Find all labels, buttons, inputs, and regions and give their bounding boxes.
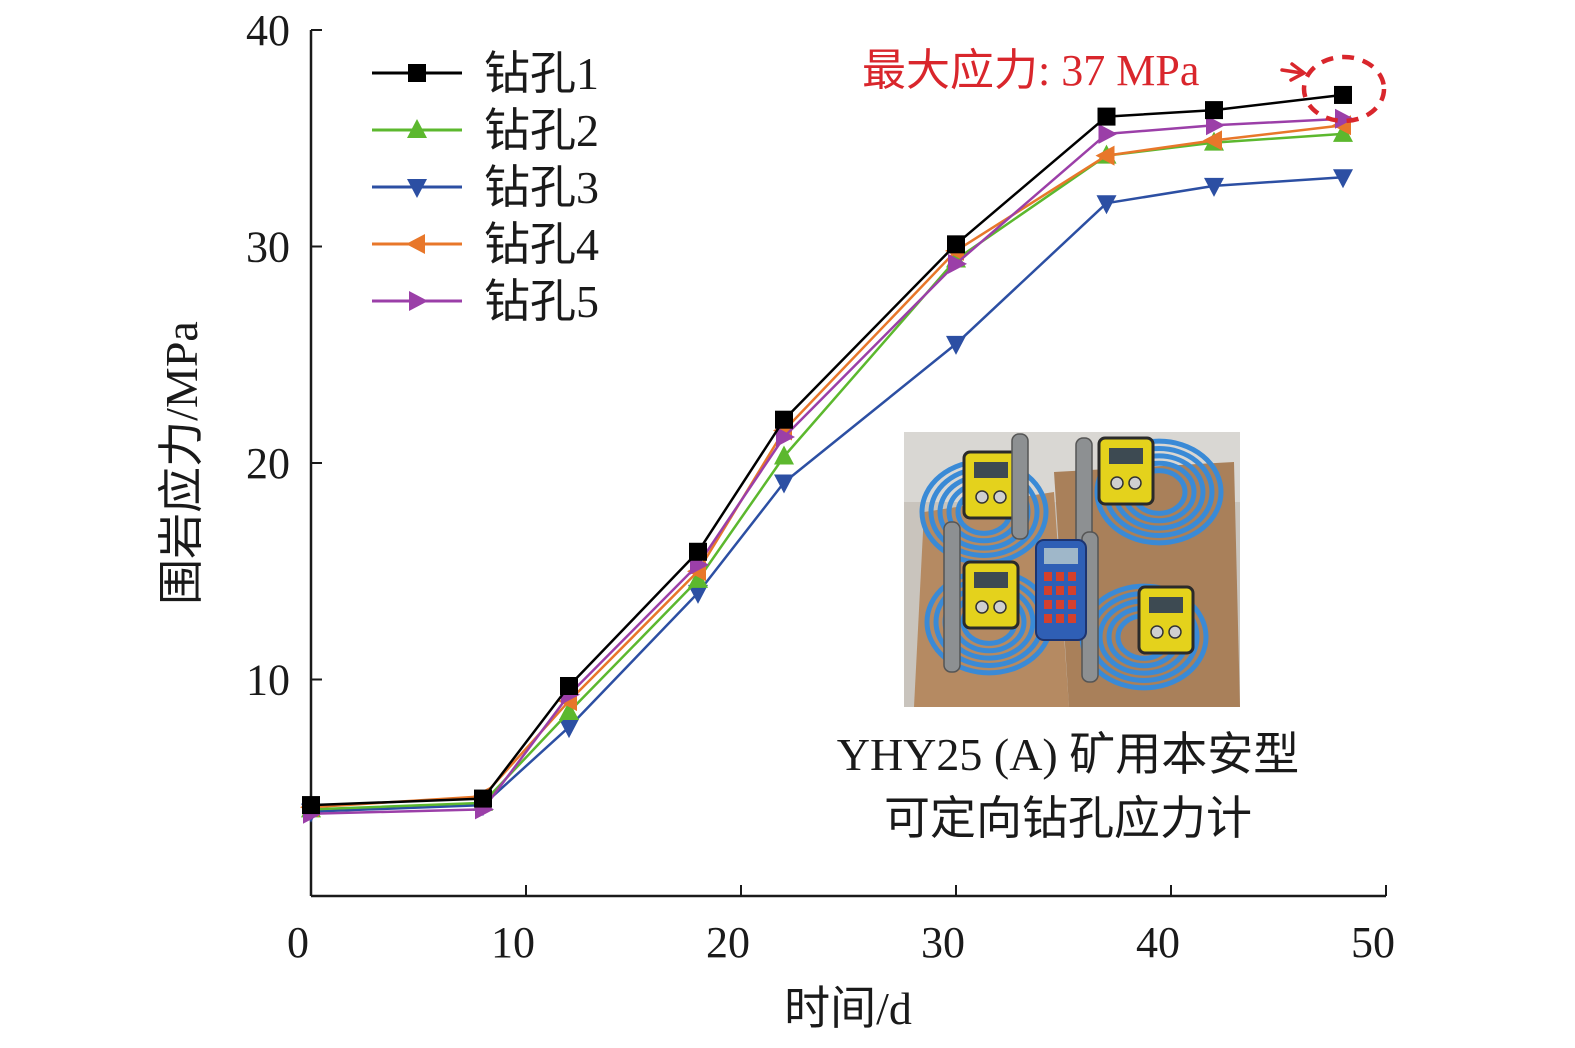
inset-gauge-knob	[1151, 626, 1163, 638]
inset-reader-key	[1044, 614, 1052, 623]
x-axis-title: 时间/d	[784, 983, 912, 1034]
inset-reader-key	[1044, 572, 1052, 581]
legend-entry-5: 钻孔5	[372, 276, 599, 327]
legend-swatch-marker	[409, 291, 428, 311]
series-1-point	[1334, 86, 1352, 104]
inset-reader-key	[1056, 572, 1064, 581]
inset-reader-key	[1068, 572, 1076, 581]
inset-probe	[944, 522, 960, 672]
inset-gauge-box	[1139, 587, 1193, 653]
inset-probe	[1012, 434, 1028, 539]
max-stress-annotation: 最大应力: 37 MPa	[862, 46, 1384, 121]
inset-gauge-box	[964, 562, 1018, 628]
inset-gauge-display	[974, 462, 1008, 478]
inset-reader-screen	[1044, 548, 1078, 564]
legend-swatch-marker	[406, 234, 425, 254]
series-1-point	[1098, 108, 1116, 126]
inset-caption-line2: 可定向钻孔应力计	[884, 793, 1252, 844]
inset-reader-key	[1056, 600, 1064, 609]
series-3-point	[559, 719, 579, 738]
y-axis-title: 围岩应力/MPa	[156, 321, 207, 605]
y-tick-label: 10	[246, 656, 290, 705]
series-1-point	[474, 790, 492, 808]
legend-entry-1: 钻孔1	[372, 48, 599, 99]
inset-reader-key	[1068, 600, 1076, 609]
inset-gauge-knob	[976, 491, 988, 503]
inset-gauge-knob	[976, 601, 988, 613]
legend-entry-3: 钻孔3	[372, 162, 599, 213]
y-tick-label: 20	[246, 439, 290, 488]
legend-swatch-marker	[408, 64, 426, 82]
legend-label: 钻孔3	[484, 162, 599, 213]
series-3-point	[946, 336, 966, 355]
series-1-point	[302, 796, 320, 814]
legend: 钻孔1 钻孔2 钻孔3 钻孔4 钻孔5	[372, 48, 599, 327]
series-1-point	[1205, 101, 1223, 119]
legend-label: 钻孔5	[484, 276, 599, 327]
legend-label: 钻孔1	[484, 48, 599, 99]
x-tick-label: 30	[921, 918, 965, 967]
inset-reader-key	[1056, 586, 1064, 595]
annotation-text: 最大应力: 37 MPa	[862, 46, 1199, 95]
legend-label: 钻孔2	[484, 105, 599, 156]
inset-reader-key	[1068, 614, 1076, 623]
legend-label: 钻孔4	[484, 219, 599, 270]
x-tick-label: 50	[1351, 918, 1395, 967]
series-1-point	[775, 411, 793, 429]
series-1-point	[947, 235, 965, 253]
x-tick-label: 10	[491, 918, 535, 967]
inset-reader-key	[1068, 586, 1076, 595]
y-tick-label: 40	[246, 6, 290, 55]
inset-gauge-display	[1149, 597, 1183, 613]
x-tick-label: 0	[287, 918, 309, 967]
legend-entry-4: 钻孔4	[372, 219, 599, 270]
inset-gauge-knob	[1111, 477, 1123, 489]
inset-gauge-box	[964, 452, 1018, 518]
inset-gauge-knob	[994, 601, 1006, 613]
series-1-point	[560, 677, 578, 695]
inset-reader-key	[1044, 600, 1052, 609]
x-tick-label: 20	[706, 918, 750, 967]
inset-gauge-knob	[994, 491, 1006, 503]
series-1-point	[689, 543, 707, 561]
series-5-point	[1099, 124, 1118, 144]
inset-gauge-box	[1099, 438, 1153, 504]
inset-gauge-knob	[1169, 626, 1181, 638]
y-tick-label: 30	[246, 223, 290, 272]
inset-reader-key	[1044, 586, 1052, 595]
legend-entry-2: 钻孔2	[372, 105, 599, 156]
inset-gauge-display	[974, 572, 1008, 588]
inset-caption-line1: YHY25 (A) 矿用本安型	[837, 729, 1300, 780]
inset-gauge-display	[1109, 448, 1143, 464]
inset-gauge-knob	[1129, 477, 1141, 489]
inset-reader-key	[1056, 614, 1064, 623]
x-tick-label: 40	[1136, 918, 1180, 967]
